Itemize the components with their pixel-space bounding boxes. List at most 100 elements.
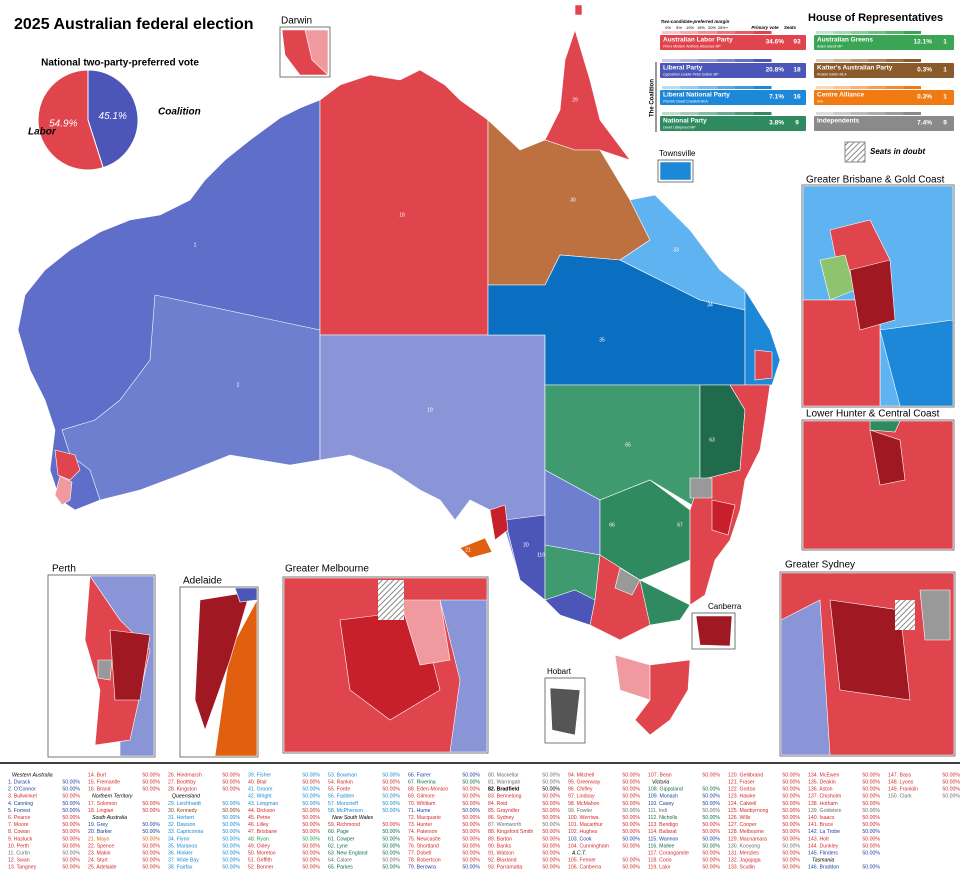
list-margin: 50.00% xyxy=(382,787,400,793)
party-primary: 0.3% xyxy=(917,94,932,101)
legend-header: Seats xyxy=(784,25,797,30)
margin-swatch xyxy=(816,112,834,115)
list-electorate: 11. Curtin xyxy=(8,850,30,856)
list-margin: 50.00% xyxy=(862,836,880,842)
margin-swatch xyxy=(680,112,699,115)
list-electorate: 95. Greenway xyxy=(568,779,601,785)
list-margin: 50.00% xyxy=(302,787,320,793)
list-margin: 50.00% xyxy=(542,829,560,835)
list-electorate: 131. Menzies xyxy=(728,850,759,856)
list-margin: 50.00% xyxy=(942,794,960,800)
list-electorate: 113. Bendigo xyxy=(648,822,678,828)
list-electorate: 124. Calwell xyxy=(728,801,756,807)
list-electorate: 127. Cooper xyxy=(728,822,757,828)
list-electorate: 144. Dunkley xyxy=(808,843,839,849)
list-electorate: 44. Dickson xyxy=(248,808,275,814)
list-electorate: 108. Gippsland xyxy=(648,787,683,793)
list-electorate: 135. Deakin xyxy=(808,779,836,785)
list-electorate: 91. Watson xyxy=(488,850,514,856)
party-seats: 9 xyxy=(795,120,799,127)
electorate-number: 30 xyxy=(570,197,576,203)
list-electorate: 36. Hinkler xyxy=(168,850,193,856)
list-margin: 50.00% xyxy=(222,815,240,821)
list-margin: 50.00% xyxy=(702,794,720,800)
list-electorate: 23. Makin xyxy=(88,850,111,856)
list-electorate: 2. O'Connor xyxy=(8,787,36,793)
list-electorate: 150. Clark xyxy=(888,794,912,800)
margin-swatch xyxy=(903,112,921,115)
legend-tick: 0% xyxy=(665,25,671,30)
list-margin: 50.00% xyxy=(62,836,80,842)
party-leader: David Littleproud MP xyxy=(663,125,696,129)
list-margin: 50.00% xyxy=(782,843,800,849)
list-margin: 50.00% xyxy=(142,836,160,842)
list-margin: 50.00% xyxy=(142,829,160,835)
party-box xyxy=(660,116,806,131)
list-margin: 50.00% xyxy=(462,772,480,778)
list-margin: 50.00% xyxy=(862,843,880,849)
inset-region xyxy=(802,420,954,550)
party-primary: 34.6% xyxy=(766,39,785,46)
margin-swatch xyxy=(851,112,869,115)
list-margin: 50.00% xyxy=(462,858,480,864)
list-electorate: 129. Macnamara xyxy=(728,836,767,842)
list-margin: 50.00% xyxy=(862,794,880,800)
pie-value-label: 54.9% xyxy=(49,118,77,129)
list-electorate: 139. Goldstein xyxy=(808,808,842,814)
list-margin: 50.00% xyxy=(542,815,560,821)
list-heading: Victoria xyxy=(652,779,669,785)
region xyxy=(61,294,321,501)
list-margin: 50.00% xyxy=(62,822,80,828)
list-margin: 50.00% xyxy=(542,858,560,864)
margin-swatch xyxy=(886,31,904,34)
list-margin: 50.00% xyxy=(542,779,560,785)
list-electorate: 24. Sturt xyxy=(88,858,108,864)
electorate-number: 21 xyxy=(465,547,471,553)
inset-region xyxy=(780,599,831,756)
list-electorate: 98. McMahon xyxy=(568,801,600,807)
list-margin: 50.00% xyxy=(542,772,560,778)
list-electorate: 63. New England xyxy=(328,850,368,856)
party-leader: Premier David Crisafulli MLA xyxy=(663,99,708,103)
region xyxy=(544,589,596,626)
electorate-number: 2 xyxy=(237,382,240,388)
list-electorate: 96. Chifley xyxy=(568,787,593,793)
list-margin: 50.00% xyxy=(942,772,960,778)
list-margin: 50.00% xyxy=(382,858,400,864)
list-electorate: 9. Hasluck xyxy=(8,836,33,842)
pie-legend-label: Coalition xyxy=(158,107,201,118)
party-primary: 12.1% xyxy=(914,39,933,46)
list-margin: 50.00% xyxy=(142,772,160,778)
party-leader: Robbie Katter MLA xyxy=(817,72,847,76)
list-margin: 50.00% xyxy=(462,829,480,835)
list-margin: 50.00% xyxy=(782,801,800,807)
inset-title: Townsville xyxy=(659,149,696,158)
legend-header: Primary vote xyxy=(751,25,779,30)
list-electorate: 21. Mayo xyxy=(88,836,109,842)
region xyxy=(544,29,631,161)
inset-title: Greater Melbourne xyxy=(285,564,369,575)
list-electorate: 22. Spence xyxy=(88,843,114,849)
list-electorate: 67. Riverina xyxy=(408,779,436,785)
list-margin: 50.00% xyxy=(862,808,880,814)
margin-swatch xyxy=(680,31,699,34)
legend-tick: 5% xyxy=(676,25,682,30)
list-margin: 50.00% xyxy=(302,858,320,864)
list-margin: 50.00% xyxy=(302,822,320,828)
list-electorate: 42. Wright xyxy=(248,794,272,800)
list-margin: 50.00% xyxy=(222,801,240,807)
list-electorate: 66. Farrer xyxy=(408,772,431,778)
list-margin: 50.00% xyxy=(622,794,640,800)
list-electorate: 114. Ballarat xyxy=(648,829,677,835)
list-electorate: 31. Herbert xyxy=(168,815,195,821)
list-margin: 50.00% xyxy=(542,865,560,871)
list-electorate: 115. Wannon xyxy=(648,836,678,842)
list-electorate: 46. Lilley xyxy=(248,822,269,828)
electorate-number: 18 xyxy=(399,212,405,218)
list-electorate: 92. Blaxland xyxy=(488,858,517,864)
list-margin: 50.00% xyxy=(622,843,640,849)
region xyxy=(574,4,583,16)
margin-swatch xyxy=(833,112,851,115)
list-margin: 50.00% xyxy=(222,836,240,842)
list-margin: 50.00% xyxy=(62,779,80,785)
